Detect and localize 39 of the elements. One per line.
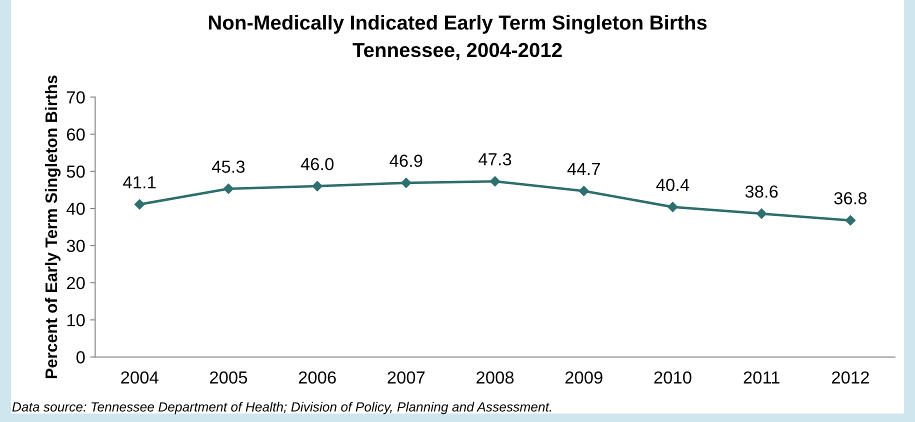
point (578, 186, 589, 196)
data-label: 46.0 (300, 158, 334, 170)
data-label: 46.9 (390, 154, 422, 167)
x-tick-label: 2012 (832, 371, 869, 384)
point (845, 215, 856, 226)
y-tick-label: 40 (66, 202, 85, 215)
x-tick-label: 2009 (565, 371, 602, 384)
x-tick-label: 2006 (298, 371, 336, 384)
y-tick-label: 0 (76, 351, 85, 364)
source-note: Data source: Tennessee Department of Health; Division of Policy, Planning and Assessment. (12, 402, 552, 414)
x-tick-label: 2005 (210, 371, 248, 384)
x-tick-label: 2010 (654, 371, 692, 384)
x-tick-label: 2007 (388, 371, 425, 384)
y-tick-label: 70 (67, 91, 85, 104)
x-tick-label: 2008 (476, 371, 514, 384)
y-tick-label: 10 (67, 314, 85, 326)
chart-title: Non-Medically Indicated Early Term Singleton Births (208, 14, 707, 34)
point (223, 184, 234, 194)
y-axis-title: Percent of Early Term Singleton Births (44, 76, 61, 378)
chart-subtitle: Tennessee, 2004-2012 (352, 42, 562, 60)
point (756, 208, 767, 219)
y-tick-label: 30 (66, 240, 85, 252)
point (401, 178, 412, 188)
y-tick-label: 50 (66, 166, 85, 178)
x-tick-label: 2011 (744, 371, 780, 384)
data-label: 44.7 (567, 162, 600, 175)
data-label: 45.3 (212, 160, 245, 173)
data-label: 41.1 (123, 176, 156, 188)
data-label: 40.4 (656, 178, 690, 192)
x-tick-label: 2004 (121, 371, 158, 384)
y-tick-label: 20 (67, 276, 85, 290)
point (668, 202, 678, 212)
data-label: 36.8 (834, 192, 867, 204)
y-tick-label: 60 (67, 128, 85, 141)
point (312, 181, 322, 192)
point (134, 199, 145, 210)
data-label: 47.3 (478, 153, 512, 166)
point (490, 176, 500, 186)
data-label: 38.6 (745, 185, 778, 198)
